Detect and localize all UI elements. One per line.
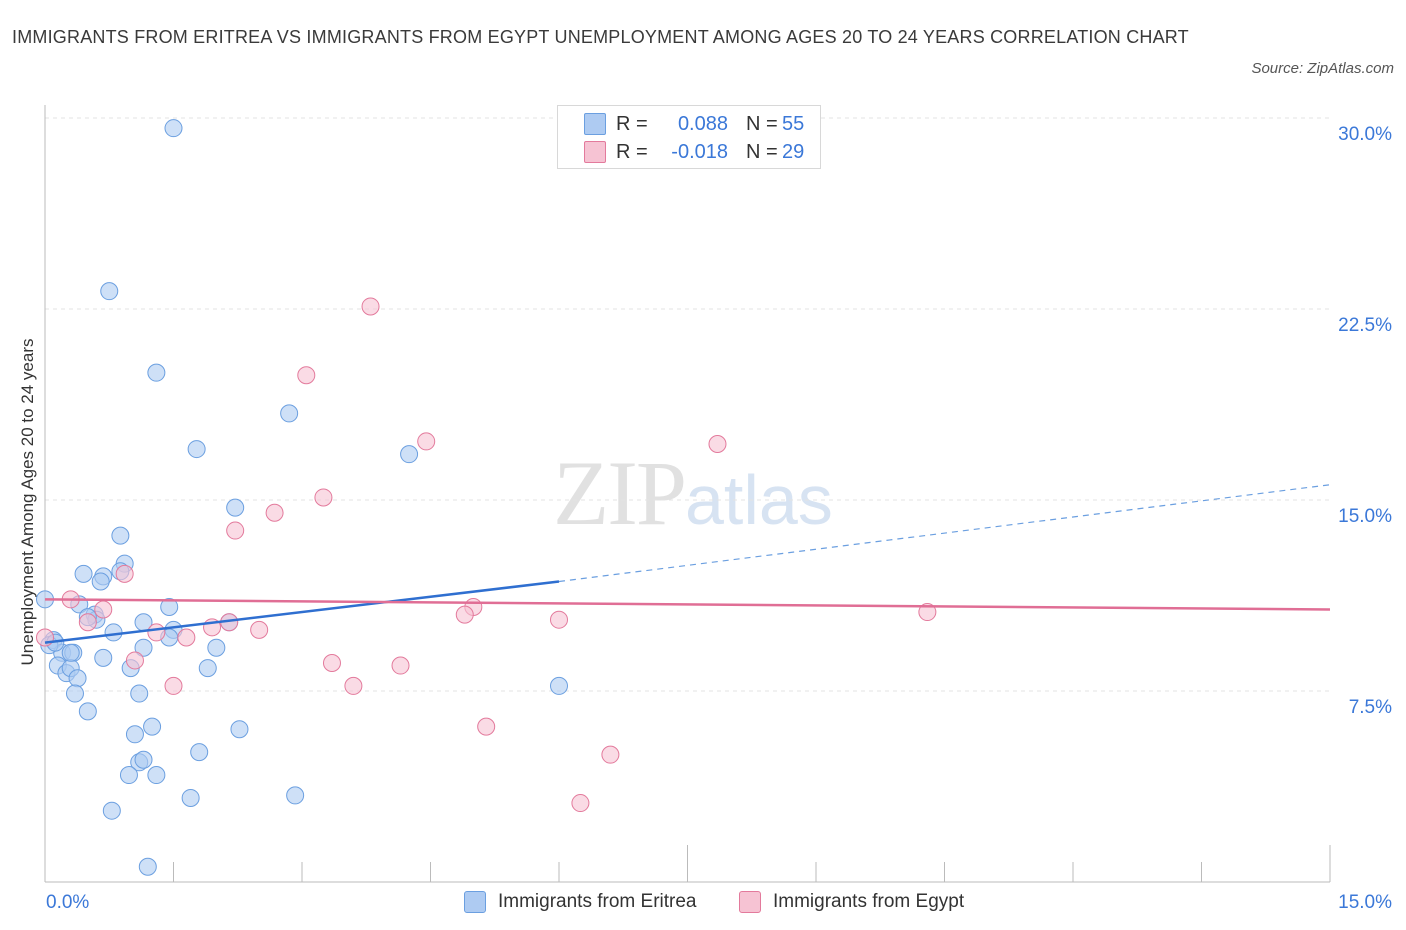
- point-egypt: [708, 434, 727, 453]
- point-eritrea: [226, 498, 245, 517]
- point-egypt: [417, 432, 436, 451]
- point-eritrea: [111, 526, 130, 545]
- point-eritrea: [78, 702, 97, 721]
- point-egypt: [125, 651, 144, 670]
- legend-label-egypt: Immigrants from Egypt: [773, 891, 965, 912]
- point-egypt: [94, 600, 113, 619]
- y-axis-label: Unemployment Among Ages 20 to 24 years: [18, 339, 37, 666]
- point-eritrea: [147, 766, 166, 785]
- point-egypt: [571, 794, 590, 813]
- watermark-zip: ZIP: [553, 442, 687, 544]
- point-egypt: [177, 628, 196, 647]
- stats-legend: R = 0.088 N = 55 R = -0.018 N = 29: [557, 105, 821, 169]
- point-eritrea: [160, 597, 179, 616]
- point-eritrea: [286, 786, 305, 805]
- point-eritrea: [207, 638, 226, 657]
- point-eritrea: [65, 684, 84, 703]
- point-egypt: [36, 628, 54, 647]
- point-eritrea: [230, 720, 249, 739]
- point-eritrea: [134, 638, 153, 657]
- point-egypt: [115, 564, 134, 583]
- point-eritrea: [94, 648, 113, 667]
- point-eritrea: [187, 440, 206, 459]
- point-eritrea: [102, 801, 121, 820]
- point-eritrea: [91, 572, 110, 591]
- point-egypt: [322, 653, 341, 672]
- stats-swatch-eritrea: [584, 113, 606, 135]
- y-tick-label: 22.5%: [1338, 315, 1392, 336]
- r-label: R =: [616, 140, 648, 163]
- point-egypt: [455, 605, 474, 624]
- point-egypt: [391, 656, 410, 675]
- point-egypt: [344, 676, 363, 695]
- chart-title: IMMIGRANTS FROM ERITREA VS IMMIGRANTS FR…: [12, 27, 1189, 47]
- point-egypt: [297, 366, 316, 385]
- point-eritrea: [164, 119, 183, 138]
- n-label: N =: [746, 140, 778, 163]
- x-tick-label: 15.0%: [1338, 892, 1392, 913]
- y-tick-label: 7.5%: [1349, 697, 1392, 718]
- stats-swatch-egypt: [584, 141, 606, 163]
- y-tick-label: 15.0%: [1338, 506, 1392, 527]
- trendline-eritrea: [44, 580, 560, 644]
- point-eritrea: [104, 623, 123, 642]
- point-eritrea: [280, 404, 299, 423]
- legend-swatch-eritrea: [464, 891, 486, 913]
- point-egypt: [550, 610, 568, 629]
- point-eritrea: [181, 788, 200, 807]
- point-eritrea: [100, 282, 119, 301]
- n-value: 55: [782, 112, 805, 135]
- stats-row-eritrea: R = 0.088 N = 55: [584, 112, 804, 136]
- point-eritrea: [61, 643, 80, 662]
- n-label: N =: [746, 112, 778, 135]
- point-eritrea: [400, 445, 419, 464]
- legend-item-eritrea: Immigrants from Eritrea: [464, 888, 696, 916]
- point-eritrea: [147, 363, 166, 382]
- point-eritrea: [190, 743, 209, 762]
- point-eritrea: [68, 669, 87, 688]
- point-egypt: [147, 623, 166, 642]
- n-value: 29: [782, 140, 805, 163]
- legend-label-eritrea: Immigrants from Eritrea: [498, 891, 697, 912]
- trendline-egypt: [44, 598, 1331, 611]
- stats-row-egypt: R = -0.018 N = 29: [584, 140, 804, 164]
- point-eritrea: [74, 564, 93, 583]
- point-eritrea: [130, 684, 149, 703]
- point-eritrea: [143, 717, 162, 736]
- point-egypt: [164, 676, 183, 695]
- point-egypt: [601, 745, 620, 764]
- point-eritrea: [125, 725, 144, 744]
- x-tick-label: 0.0%: [46, 892, 89, 913]
- point-egypt: [361, 297, 380, 316]
- point-egypt: [477, 717, 496, 736]
- point-eritrea: [550, 676, 568, 695]
- r-value: -0.018: [671, 140, 728, 163]
- point-eritrea: [138, 857, 157, 876]
- point-egypt: [314, 488, 333, 507]
- point-egypt: [918, 603, 937, 622]
- point-eritrea: [119, 766, 138, 785]
- point-eritrea: [134, 750, 153, 769]
- trendline-eritrea-extension: [558, 484, 1331, 583]
- point-egypt: [250, 620, 269, 639]
- source-label: Source: ZipAtlas.com: [1251, 60, 1394, 77]
- point-egypt: [265, 503, 284, 522]
- legend-swatch-egypt: [739, 891, 761, 913]
- legend-item-egypt: Immigrants from Egypt: [739, 888, 964, 916]
- r-value: 0.088: [677, 112, 728, 135]
- r-label: R =: [616, 112, 648, 135]
- point-egypt: [78, 613, 97, 632]
- y-tick-label: 30.0%: [1338, 124, 1392, 145]
- point-egypt: [226, 521, 245, 540]
- point-eritrea: [198, 659, 217, 678]
